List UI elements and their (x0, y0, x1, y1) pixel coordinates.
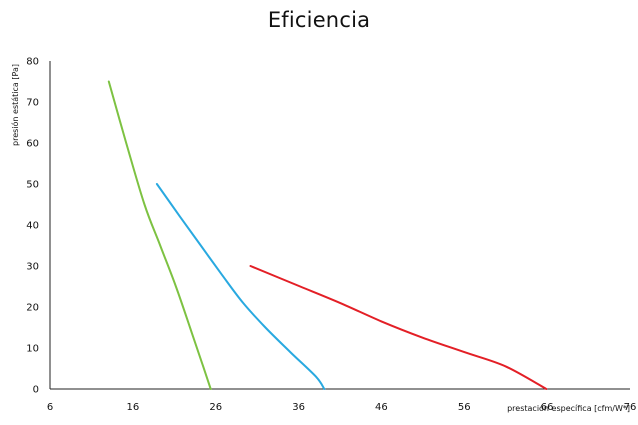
series-line-1 (107, 80, 212, 390)
series-line-3 (249, 265, 548, 390)
x-tick-label: 36 (292, 402, 305, 413)
x-tick-label: 76 (624, 402, 637, 413)
y-tick-label: 0 (33, 385, 39, 396)
y-axis-label: presión estática [Pa] (10, 64, 20, 146)
series-layer (107, 80, 548, 390)
x-axis-label: prestación específica [cfm/W*] (507, 403, 630, 413)
y-tick-label: 20 (26, 303, 39, 314)
y-tick-label: 60 (26, 139, 39, 150)
series-line-2 (155, 183, 326, 390)
tick-labels: 6 16 26 36 46 56 66 76 0 10 20 30 40 50 60 70 80 (26, 57, 636, 414)
y-tick-label: 80 (26, 57, 39, 68)
x-tick-label: 46 (375, 402, 388, 413)
x-tick-label: 16 (126, 402, 139, 413)
y-tick-label: 70 (26, 98, 39, 109)
axes (49, 61, 630, 390)
y-tick-label: 50 (26, 180, 39, 191)
x-tick-label: 6 (47, 402, 53, 413)
y-tick-label: 30 (26, 262, 39, 273)
y-tick-label: 10 (26, 344, 39, 355)
x-tick-label: 56 (458, 402, 471, 413)
chart-title: Eficiencia (267, 8, 371, 32)
y-tick-label: 40 (26, 221, 39, 232)
x-tick-label: 66 (541, 402, 554, 413)
x-tick-label: 26 (209, 402, 222, 413)
